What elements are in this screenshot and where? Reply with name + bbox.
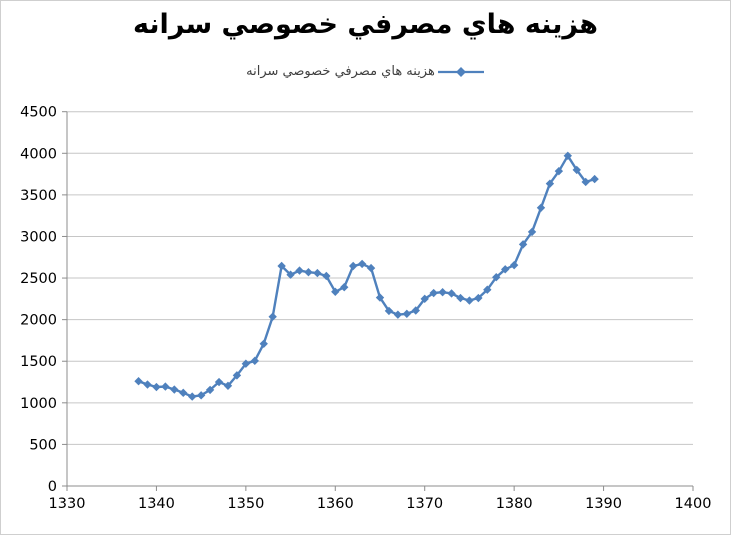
data-point [483, 285, 492, 294]
data-point [581, 177, 590, 187]
data-point [456, 293, 465, 303]
data-point [366, 263, 376, 273]
data-point [590, 174, 599, 184]
data-point [322, 271, 331, 281]
data-point [277, 261, 286, 271]
y-tick-label: 2500 [20, 271, 57, 287]
data-point [563, 151, 572, 160]
y-tick-label: 3500 [20, 188, 57, 204]
data-point [509, 260, 519, 270]
data-point [313, 268, 322, 278]
data-series-line [137, 154, 596, 398]
data-point [411, 306, 420, 315]
data-point [518, 240, 528, 249]
legend-label: هزينه هاي مصرفي خصوصي سرانه [246, 64, 435, 79]
x-tick-label: 1330 [49, 496, 86, 512]
data-point [223, 381, 233, 390]
data-point [241, 359, 251, 368]
data-point [429, 288, 438, 298]
y-tick-label: 1500 [20, 354, 57, 370]
x-tick-label: 1340 [138, 496, 175, 512]
data-point [465, 296, 474, 305]
data-point [402, 309, 412, 319]
data-point [340, 283, 349, 292]
legend: هزينه هاي مصرفي خصوصي سرانه [1, 64, 730, 79]
data-point [536, 203, 546, 212]
data-point [188, 392, 197, 401]
y-tick-label: 4000 [20, 146, 57, 162]
y-tick-label: 0 [48, 479, 57, 495]
data-point [447, 289, 456, 298]
data-point [268, 312, 277, 321]
data-point [393, 310, 403, 319]
data-point [438, 287, 447, 297]
x-tick-label: 1370 [406, 496, 443, 512]
data-point [501, 265, 510, 274]
data-point [161, 382, 170, 391]
data-point [492, 273, 501, 282]
data-point [250, 356, 259, 366]
x-tick-label: 1400 [675, 496, 712, 512]
y-tick-label: 4500 [20, 105, 57, 121]
x-tick-label: 1360 [317, 496, 354, 512]
data-point [179, 388, 188, 398]
data-point [286, 270, 295, 279]
data-point [152, 382, 161, 392]
data-point [331, 287, 340, 296]
data-point [348, 261, 358, 271]
data-point [205, 385, 215, 395]
x-tick-label: 1350 [227, 496, 264, 512]
y-tick-label: 2000 [20, 313, 57, 329]
y-tick-label: 500 [29, 437, 57, 453]
data-point [232, 371, 242, 380]
data-point [295, 266, 304, 275]
data-point [304, 268, 313, 277]
data-point [143, 380, 152, 389]
data-point [134, 376, 143, 386]
data-point [384, 306, 394, 316]
data-point [357, 259, 367, 269]
data-point [170, 385, 179, 394]
x-tick-label: 1390 [585, 496, 622, 512]
y-tick-label: 1000 [20, 396, 57, 412]
x-tick-label: 1380 [496, 496, 533, 512]
y-tick-label: 3000 [20, 229, 57, 245]
data-point [259, 339, 268, 348]
legend-line-diamond-icon [437, 66, 484, 77]
data-point [545, 179, 555, 188]
data-point [474, 293, 483, 303]
data-point [375, 293, 385, 302]
data-point [420, 294, 429, 304]
data-point [554, 166, 564, 176]
data-point [572, 165, 581, 175]
data-point [214, 377, 224, 387]
data-point [196, 391, 206, 400]
chart-title: هزينه هاي مصرفي خصوصي سرانه [133, 9, 598, 40]
data-point [527, 227, 537, 237]
